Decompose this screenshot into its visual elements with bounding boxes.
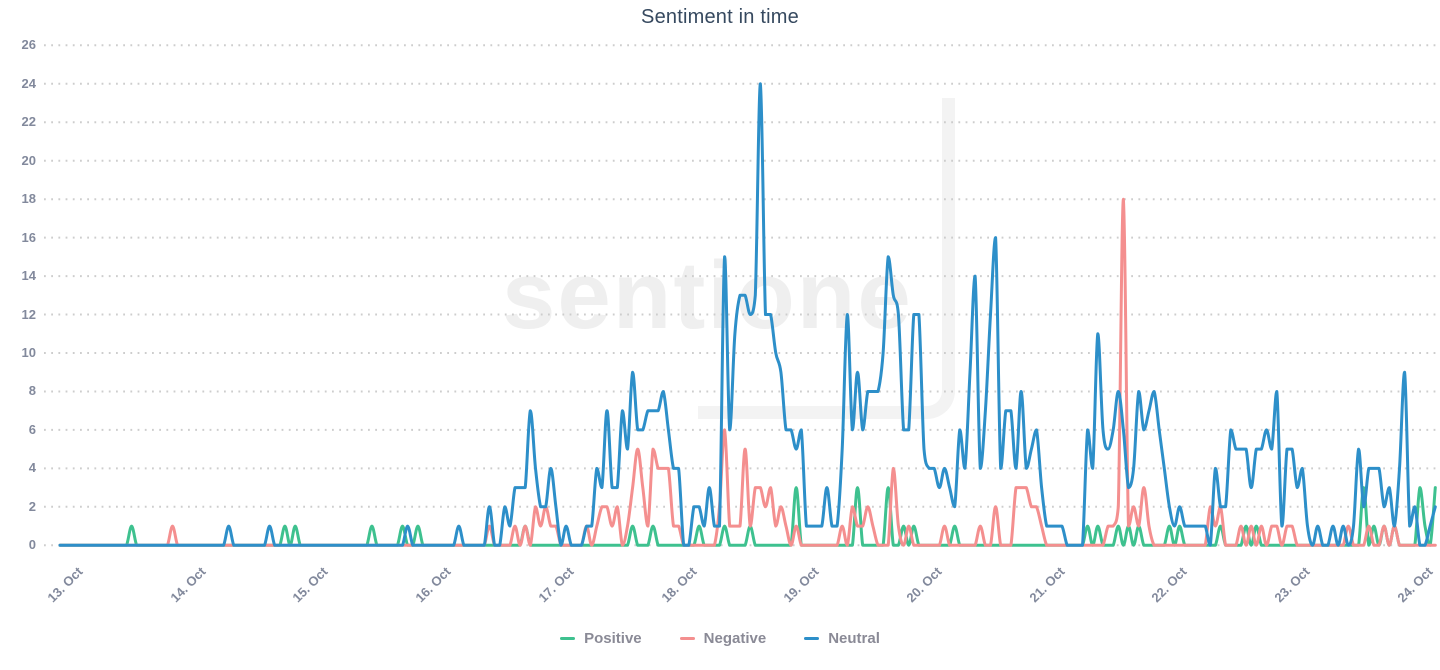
- chart-title: Sentiment in time: [641, 6, 799, 28]
- series-line-neutral: [58, 82, 1437, 547]
- y-tick-label: 4: [28, 460, 36, 476]
- watermark-logo: sentione: [502, 242, 913, 349]
- y-tick-label: 16: [21, 229, 36, 245]
- y-tick-label: 2: [28, 498, 36, 514]
- y-tick-label: 20: [21, 152, 36, 168]
- y-tick-label: 18: [21, 191, 36, 207]
- legend-item-label: Negative: [703, 630, 767, 647]
- legend-item-negative[interactable]: Negative: [679, 630, 767, 647]
- y-tick-label: 0: [28, 537, 36, 553]
- series-line-negative: [58, 197, 1437, 547]
- legend-item-positive[interactable]: Positive: [560, 630, 642, 647]
- y-tick-label: 12: [21, 306, 36, 322]
- y-tick-label: 8: [28, 383, 36, 399]
- legend-item-label: Neutral: [828, 630, 880, 647]
- chart-legend: Positive Negative Neutral: [0, 630, 1440, 647]
- legend-dash-icon: [560, 637, 576, 640]
- legend-item-label: Positive: [584, 630, 642, 647]
- y-tick-label: 24: [21, 75, 36, 91]
- y-tick-label: 10: [21, 345, 36, 360]
- y-tick-label: 14: [21, 268, 36, 284]
- legend-dash-icon: [804, 637, 820, 640]
- legend-item-neutral[interactable]: Neutral: [804, 630, 880, 647]
- y-tick-label: 22: [21, 114, 36, 130]
- legend-dash-icon: [679, 637, 695, 640]
- y-tick-label: 6: [28, 421, 36, 437]
- watermark-swoosh-icon: [698, 98, 955, 419]
- y-tick-label: 26: [21, 37, 36, 53]
